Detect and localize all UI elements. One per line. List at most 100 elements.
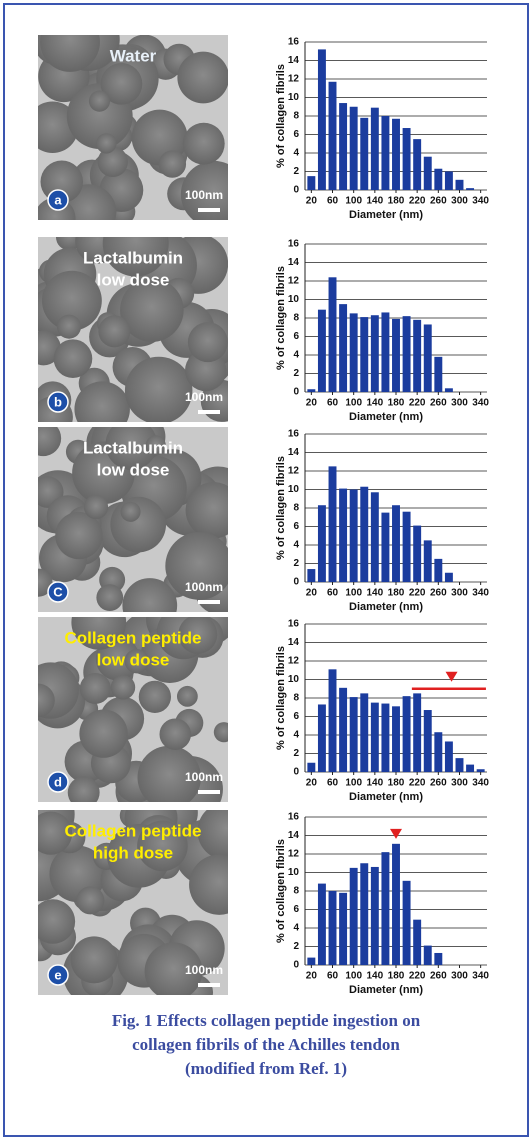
- bar: [403, 512, 411, 582]
- bar: [339, 688, 347, 772]
- image-label: Collagen peptide: [65, 628, 202, 647]
- bar: [413, 139, 421, 190]
- bar: [350, 313, 358, 392]
- bar: [339, 103, 347, 190]
- image-label: Lactalbumin: [83, 248, 183, 267]
- x-tick-label: 220: [409, 971, 426, 982]
- bar: [434, 732, 442, 772]
- scale-bar: [198, 983, 220, 987]
- caption-line: collagen fibrils of the Achilles tendon: [132, 1035, 400, 1054]
- x-tick-label: 140: [366, 196, 383, 207]
- bar: [318, 49, 326, 190]
- bar: [424, 540, 432, 582]
- bar: [445, 741, 453, 772]
- y-tick-label: 16: [288, 812, 300, 823]
- bar: [392, 319, 400, 392]
- bar: [445, 172, 453, 191]
- y-tick-label: 14: [288, 830, 300, 841]
- bar: [318, 505, 326, 582]
- y-tick-label: 10: [288, 92, 300, 103]
- y-tick-label: 6: [293, 904, 299, 915]
- fibril: [54, 339, 93, 378]
- bar: [392, 505, 400, 582]
- bar: [445, 388, 453, 392]
- y-tick-label: 8: [293, 886, 299, 897]
- y-tick-label: 4: [293, 350, 299, 361]
- x-tick-label: 60: [327, 398, 339, 409]
- x-tick-label: 300: [451, 778, 468, 789]
- fibril: [96, 584, 123, 611]
- y-tick-label: 16: [288, 619, 300, 630]
- bar: [456, 180, 464, 190]
- panel-letter: d: [54, 774, 62, 789]
- bar: [434, 357, 442, 392]
- y-tick-label: 16: [288, 429, 300, 440]
- bar: [307, 389, 315, 392]
- fibril: [98, 315, 130, 347]
- fibril: [68, 777, 100, 809]
- fibril: [177, 52, 229, 104]
- x-tick-label: 60: [327, 196, 339, 207]
- y-tick-label: 12: [288, 849, 300, 860]
- bar: [318, 884, 326, 965]
- bar: [339, 489, 347, 582]
- fibril: [40, 12, 100, 72]
- x-axis-label: Diameter (nm): [349, 791, 423, 803]
- bar: [329, 669, 337, 772]
- fibril: [197, 802, 255, 860]
- y-tick-label: 8: [293, 693, 299, 704]
- x-tick-label: 180: [388, 398, 405, 409]
- fibril: [111, 675, 135, 699]
- x-tick-label: 140: [366, 588, 383, 599]
- x-tick-label: 100: [345, 971, 362, 982]
- y-tick-label: 4: [293, 540, 299, 551]
- bar: [360, 118, 368, 190]
- x-tick-label: 220: [409, 778, 426, 789]
- x-tick-label: 180: [388, 971, 405, 982]
- x-tick-label: 140: [366, 778, 383, 789]
- bar: [318, 704, 326, 772]
- x-tick-label: 140: [366, 398, 383, 409]
- y-tick-label: 2: [293, 941, 299, 952]
- x-tick-label: 340: [472, 778, 489, 789]
- image-label: high dose: [93, 843, 173, 862]
- fibril: [139, 681, 171, 713]
- x-axis-label: Diameter (nm): [349, 411, 423, 423]
- bar: [307, 763, 315, 772]
- image-label: Lactalbumin: [83, 438, 183, 457]
- panel-letter: b: [54, 394, 62, 409]
- y-tick-label: 8: [293, 503, 299, 514]
- fibril: [186, 482, 242, 538]
- bar: [413, 693, 421, 772]
- y-tick-label: 0: [293, 960, 299, 971]
- bar: [360, 693, 368, 772]
- x-tick-label: 260: [430, 196, 447, 207]
- y-tick-label: 0: [293, 185, 299, 196]
- scale-label: 100nm: [185, 390, 223, 404]
- y-tick-label: 2: [293, 368, 299, 379]
- y-axis-label: % of collagen fibrils: [275, 456, 287, 560]
- x-tick-label: 300: [451, 398, 468, 409]
- y-tick-label: 14: [288, 257, 300, 268]
- y-tick-label: 10: [288, 484, 300, 495]
- fibril: [121, 502, 141, 522]
- x-tick-label: 60: [327, 588, 339, 599]
- bar: [307, 569, 315, 582]
- bar: [371, 703, 379, 772]
- bar: [381, 852, 389, 965]
- bar: [466, 188, 474, 190]
- y-tick-label: 2: [293, 558, 299, 569]
- x-tick-label: 100: [345, 398, 362, 409]
- bar: [434, 953, 442, 965]
- y-tick-label: 12: [288, 276, 300, 287]
- bar: [477, 769, 485, 772]
- bar: [307, 958, 315, 965]
- bar: [424, 324, 432, 392]
- y-tick-label: 2: [293, 166, 299, 177]
- y-tick-label: 14: [288, 637, 300, 648]
- y-tick-label: 2: [293, 748, 299, 759]
- fibril: [84, 495, 108, 519]
- x-tick-label: 140: [366, 971, 383, 982]
- fibril: [110, 497, 166, 553]
- fibril: [96, 133, 116, 153]
